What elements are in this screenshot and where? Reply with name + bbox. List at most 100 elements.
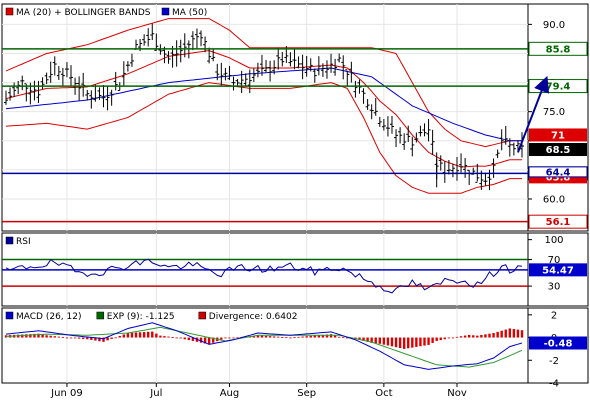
macd-legend-swatch-2 [198,311,207,320]
price-bar [300,54,305,80]
macd-divergence-bar [386,337,390,346]
macd-divergence-bar [191,337,195,341]
macd-divergence-bar [114,337,117,339]
price-bar [219,62,224,86]
price-bar [316,56,321,76]
macd-divergence-bar [110,337,113,339]
macd-divergence-bar [402,337,406,349]
macd-divergence-bar [73,337,77,339]
rsi-line [5,258,523,294]
macd-divergence-bar [220,337,223,340]
price-bar [288,52,293,67]
price-bar [211,48,216,62]
macd-divergence-bar [297,336,300,338]
macd-divergence-bar [69,337,73,339]
macd-divergence-bar [102,337,105,342]
price-bar [349,61,354,83]
month-label-1: Jul [149,388,162,399]
price-bar [389,115,394,134]
macd-divergence-bar [277,336,280,338]
macd-divergence-bar [407,337,410,349]
rsi-value-badge-label: 54.47 [542,265,574,276]
macd-ytick-label--4: -4 [549,379,559,390]
macd-divergence-bar [455,336,459,338]
price-bar [324,60,329,79]
price-bar [170,45,175,68]
price-bar [89,90,94,109]
macd-divergence-bar [415,337,418,347]
price-bar [85,89,90,101]
macd-divergence-bar [175,337,178,339]
macd-divergence-bar [480,334,483,338]
macd-divergence-bar [252,335,256,338]
macd-divergence-bar [33,333,36,338]
price-bar [385,116,390,137]
macd-divergence-bar [179,337,182,339]
price-bar [511,142,516,156]
macd-divergence-bar [301,336,304,338]
price-bar [129,53,134,67]
macd-divergence-bar [81,337,85,339]
macd-divergence-bar [126,333,130,338]
price-badge-label-68.5: 68.5 [546,145,571,156]
macd-divergence-bar [224,337,227,339]
macd-divergence-bar [41,334,44,338]
projection-arrow [517,75,550,153]
price-bar [430,129,435,155]
price-bar [154,33,159,51]
macd-divergence-bar [256,335,260,338]
price-bar [207,47,212,64]
macd-divergence-bar [167,336,170,338]
price-bar [215,63,220,81]
price-bar [467,169,472,186]
price-bar [426,119,431,142]
macd-divergence-bar [171,337,174,338]
macd-divergence-bar [447,337,451,339]
price-bar [406,125,411,142]
price-bar [418,125,423,137]
price-legend-swatch-1 [161,7,170,16]
macd-divergence-bar [354,337,357,339]
macd-divergence-bar [187,337,191,341]
price-bar [178,39,183,63]
macd-value-badge-label: -0.48 [544,339,573,350]
price-bar [333,58,338,76]
macd-divergence-bar [411,337,414,348]
macd-divergence-bar [358,337,361,340]
rsi-legend-swatch [5,236,14,245]
price-bar [414,132,419,143]
price-ytick-label: 90.0 [543,20,565,31]
macd-line [5,322,523,370]
macd-divergence-bar [4,335,8,338]
macd-divergence-bar [260,335,264,338]
price-hline-label-top-64.4: 64.4 [546,167,571,178]
macd-divergence-bar [138,332,142,338]
macd-divergence-bar [61,337,65,338]
macd-divergence-bar [203,337,207,344]
rsi-value-badge [529,263,587,277]
price-bar [64,62,69,78]
macd-divergence-bar [163,336,166,338]
price-bar [373,98,378,116]
price-bar [32,80,37,101]
macd-ytick-label--2: -2 [549,356,559,367]
macd-divergence-bar [86,337,89,340]
rsi-ytick-label-100: 100 [544,235,563,246]
macd-divergence-bar [212,337,215,343]
price-bar [16,80,21,95]
price-bar [483,172,488,186]
macd-divergence-bar [382,337,386,345]
macd-signal-line [5,326,523,368]
macd-divergence-bar [183,337,186,340]
price-bar [109,89,114,106]
price-bar [125,61,130,72]
macd-divergence-bar [98,337,101,342]
price-bar [142,34,147,46]
price-bar [463,157,468,178]
price-bar [272,60,277,75]
macd-divergence-bar [419,337,422,347]
price-bar [438,155,443,171]
macd-divergence-bar [53,336,56,338]
price-bar [8,87,13,101]
